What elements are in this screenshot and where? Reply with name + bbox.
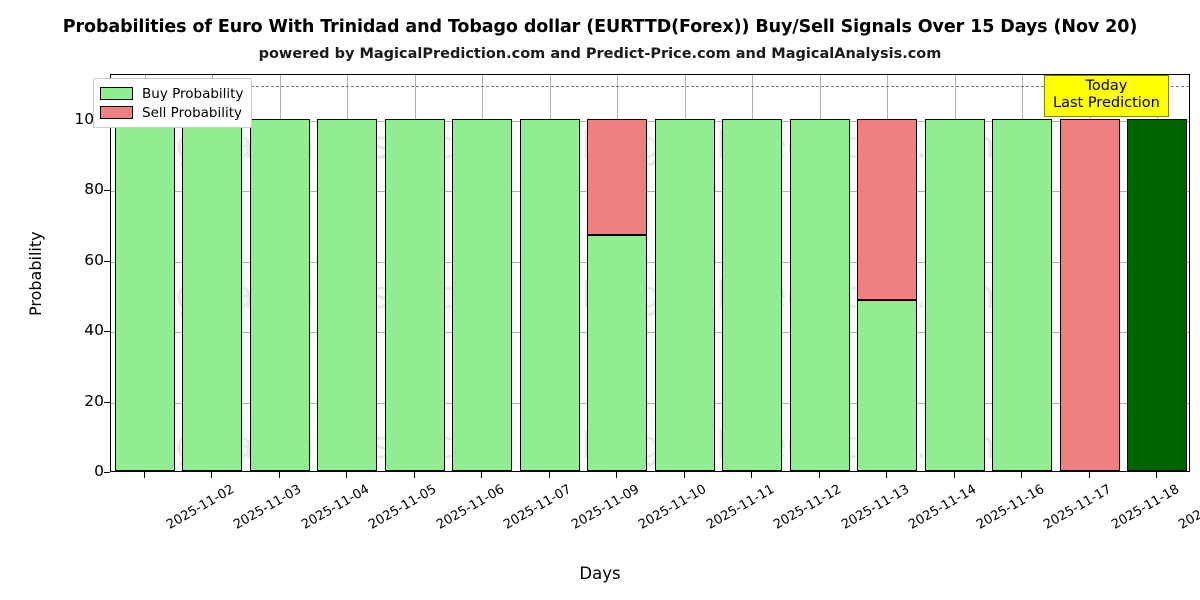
- y-axis-tick-label: 0: [94, 462, 104, 480]
- bar-segment-buy[interactable]: [857, 300, 918, 471]
- y-axis-tick-mark: [104, 472, 110, 473]
- bar-segment-buy[interactable]: [182, 118, 243, 471]
- x-axis-tick-label: 2025-11-13: [838, 482, 912, 533]
- bar-group[interactable]: [789, 75, 850, 471]
- legend-swatch-buy: [100, 87, 133, 100]
- bar-segment-buy[interactable]: [114, 118, 175, 471]
- today-annotation-line2: Last Prediction: [1053, 95, 1160, 111]
- bar-group[interactable]: [857, 75, 918, 471]
- plot-area: MagicalAnalysis.comMagicalPrediction.com…: [110, 74, 1190, 472]
- x-axis-tick-mark: [751, 472, 752, 478]
- bar-segment-buy[interactable]: [587, 235, 648, 471]
- gridline-horizontal: [111, 120, 1189, 122]
- x-axis-tick-label: 2025-11-03: [231, 482, 305, 533]
- bar-segment-buy[interactable]: [317, 118, 378, 471]
- x-axis-tick-label: 2025-11-16: [973, 482, 1047, 533]
- legend-label-sell: Sell Probability: [142, 104, 243, 121]
- x-axis-tick-label: 2025-11-11: [703, 482, 777, 533]
- y-axis-label: Probability: [26, 230, 45, 316]
- bar-segment-buy[interactable]: [722, 118, 783, 471]
- bar-segment-buy[interactable]: [384, 118, 445, 471]
- bar-segment-buy[interactable]: [249, 118, 310, 471]
- x-axis-tick-label: 2025-11-06: [433, 482, 507, 533]
- bar-group[interactable]: [452, 75, 513, 471]
- bar-group[interactable]: [519, 75, 580, 471]
- bar-segment-buy[interactable]: [992, 118, 1053, 471]
- x-axis-tick-label: 2025-11-12: [771, 482, 845, 533]
- x-axis-tick-label: 2025-11-18: [1108, 482, 1182, 533]
- page-title: Probabilities of Euro With Trinidad and …: [62, 17, 1138, 37]
- bar-segment-buy-today[interactable]: [1127, 118, 1188, 471]
- bar-segment-sell[interactable]: [587, 118, 648, 236]
- y-axis-tick-label: 60: [84, 250, 104, 269]
- x-axis-tick-mark: [954, 472, 955, 478]
- bar-group[interactable]: [384, 75, 445, 471]
- bar-group[interactable]: [587, 75, 648, 471]
- gridline-horizontal: [111, 191, 1189, 193]
- bar-group[interactable]: [1127, 75, 1188, 471]
- x-axis-tick-label: 2025-11-09: [568, 482, 642, 533]
- x-axis-tick-mark: [1089, 472, 1090, 478]
- y-axis-tick-label: 80: [84, 180, 104, 199]
- x-axis-label: Days: [579, 564, 621, 583]
- x-axis-tick-mark: [279, 472, 280, 478]
- x-axis-tick-mark: [886, 472, 887, 478]
- bar-group[interactable]: [992, 75, 1053, 471]
- bar-group[interactable]: [317, 75, 378, 471]
- bar-group[interactable]: [722, 75, 783, 471]
- x-axis-tick-label: 2025-11-02: [163, 482, 237, 533]
- y-axis-tick-label: 20: [84, 391, 104, 410]
- x-axis-tick-label: 2025-11-14: [906, 482, 980, 533]
- bar-segment-buy[interactable]: [924, 118, 985, 471]
- gridline-horizontal: [111, 332, 1189, 334]
- legend-swatch-sell: [100, 106, 133, 119]
- legend-item-buy: Buy Probability: [100, 84, 243, 103]
- x-axis-tick-label: 2025-11-04: [298, 482, 372, 533]
- y-axis-tick-mark: [104, 260, 110, 262]
- today-annotation-line1: Today: [1085, 78, 1128, 94]
- x-axis-tick-mark: [481, 472, 482, 478]
- x-axis-tick-label: 2025-11-10: [636, 482, 710, 533]
- x-axis-tick-label: 2025-11-19: [1176, 482, 1200, 533]
- x-axis-tick-mark: [819, 472, 820, 478]
- bar-group[interactable]: [654, 75, 715, 471]
- y-axis-tick-mark: [104, 401, 110, 403]
- gridline-horizontal: [111, 261, 1189, 263]
- x-axis-tick-mark: [1156, 472, 1157, 478]
- y-axis-tick-mark: [104, 190, 110, 192]
- x-axis-tick-mark: [414, 472, 415, 478]
- bar-segment-buy[interactable]: [452, 118, 513, 471]
- x-axis-tick-mark: [346, 472, 347, 478]
- bar-segment-sell[interactable]: [1059, 118, 1120, 471]
- bar-segment-buy[interactable]: [789, 118, 850, 471]
- x-axis-tick-mark: [144, 472, 145, 478]
- x-axis-tick-mark: [549, 472, 550, 478]
- x-axis-tick-mark: [1021, 472, 1022, 478]
- x-axis-tick-label: 2025-11-07: [501, 482, 575, 533]
- bar-segment-sell[interactable]: [857, 118, 918, 301]
- x-axis-tick-label: 2025-11-05: [366, 482, 440, 533]
- x-axis-tick-mark: [616, 472, 617, 478]
- bar-group[interactable]: [114, 75, 175, 471]
- bar-group[interactable]: [249, 75, 310, 471]
- bar-group[interactable]: [182, 75, 243, 471]
- today-annotation: Today Last Prediction: [1044, 75, 1169, 117]
- gridline-horizontal: [111, 402, 1189, 404]
- x-axis-tick-label: 2025-11-17: [1041, 482, 1115, 533]
- bar-group[interactable]: [1059, 75, 1120, 471]
- x-axis-tick-mark: [211, 472, 212, 478]
- bar-segment-buy[interactable]: [654, 118, 715, 471]
- x-axis-tick-mark: [684, 472, 685, 478]
- legend-item-sell: Sell Probability: [100, 103, 243, 122]
- chart-legend: Buy Probability Sell Probability: [93, 78, 253, 128]
- legend-label-buy: Buy Probability: [142, 85, 244, 102]
- y-axis-tick-label: 100: [74, 109, 104, 128]
- chart-subtitle: powered by MagicalPrediction.com and Pre…: [258, 46, 942, 62]
- bar-segment-buy[interactable]: [519, 118, 580, 471]
- bar-group[interactable]: [924, 75, 985, 471]
- y-axis-tick-mark: [104, 331, 110, 333]
- threshold-line: [111, 85, 1189, 87]
- y-axis-tick-label: 40: [84, 321, 104, 340]
